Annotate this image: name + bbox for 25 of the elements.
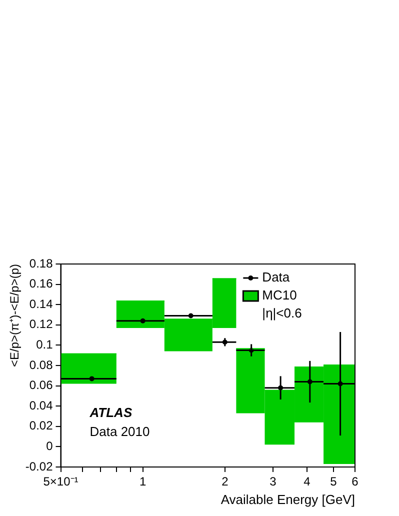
x-tick-label: 5 bbox=[330, 474, 338, 489]
y-tick-label: 0.14 bbox=[29, 296, 54, 311]
y-tick-label: 0 bbox=[46, 439, 54, 454]
y-tick-label: 0.18 bbox=[29, 256, 54, 270]
annotation: |η|<0.6 bbox=[262, 306, 302, 321]
annotation: Data 2010 bbox=[90, 424, 150, 439]
y-tick-label: 0.12 bbox=[29, 317, 54, 332]
legend-label: MC10 bbox=[262, 288, 297, 303]
x-tick-label: 2 bbox=[222, 474, 229, 489]
y-tick-label: 0.06 bbox=[29, 378, 54, 392]
x-tick-label: 3 bbox=[270, 474, 277, 489]
x-axis-title: Available Energy [GeV] bbox=[220, 492, 355, 507]
y-axis-title: <E/p>(π⁺)-<E/p>(p) bbox=[8, 264, 22, 367]
y-tick-label: 0.16 bbox=[29, 276, 54, 291]
annotation: ATLAS bbox=[88, 405, 132, 420]
y-tick-label: 0.08 bbox=[29, 358, 54, 372]
y-tick-label: 0.02 bbox=[29, 418, 54, 433]
x-tick-label: 4 bbox=[304, 474, 311, 489]
x-tick-label: 5×10⁻¹ bbox=[43, 474, 78, 489]
y-tick-label: 0.1 bbox=[36, 338, 54, 352]
x-tick-label: 6 bbox=[352, 474, 359, 489]
y-tick-label: -0.02 bbox=[25, 459, 54, 474]
legend-label: Data bbox=[262, 270, 290, 285]
x-tick-label: 1 bbox=[139, 474, 146, 489]
y-tick-label: 0.04 bbox=[29, 398, 54, 412]
